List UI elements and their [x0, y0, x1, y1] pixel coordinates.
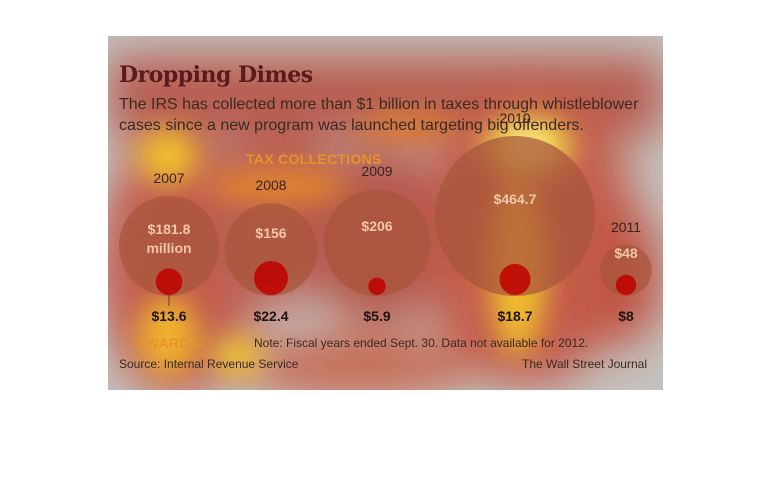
- award-bubble-2009: [368, 277, 386, 295]
- chart-card: Dropping Dimes The IRS has collected mor…: [108, 36, 663, 390]
- tax-collections-label: TAX COLLECTIONS: [246, 151, 382, 167]
- collection-bubble-2011: [600, 244, 652, 296]
- award-value-2011: $8: [618, 308, 634, 324]
- source-line: Source: Internal Revenue Service: [119, 357, 299, 371]
- award-bubble-2011: [615, 274, 637, 295]
- award-bubble-2008: [254, 261, 288, 295]
- award-value-2010: $18.7: [497, 308, 533, 324]
- year-label-2009: 2009: [361, 163, 393, 180]
- bubble-chart: [118, 136, 652, 306]
- awards-label: AWARDS: [136, 335, 200, 351]
- collection-bubble-2008: [224, 203, 318, 296]
- chart-subtitle: The IRS has collected more than $1 billi…: [119, 96, 639, 134]
- chart-title: Dropping Dimes: [119, 62, 313, 88]
- year-label-2008: 2008: [255, 177, 287, 194]
- award-value-2008: $22.4: [253, 308, 289, 324]
- collection-value-2007: $181.8: [147, 220, 191, 237]
- collection-bubble-2009: [323, 189, 431, 296]
- credit-line: The Wall Street Journal: [522, 357, 647, 371]
- year-label-2011: 2011: [610, 218, 642, 235]
- collection-value-2009: $206: [361, 217, 393, 234]
- collection-value-2008: $156: [255, 224, 287, 241]
- award-bubble-2010: [499, 263, 531, 295]
- footnote: Note: Fiscal years ended Sept. 30. Data …: [254, 336, 589, 350]
- award-value-2009: $5.9: [363, 308, 391, 324]
- collection-bubble-2010: [435, 136, 595, 296]
- award-bubble-2007: [155, 268, 183, 295]
- collection-value-2010: $464.7: [493, 191, 537, 207]
- award-value-2007: $13.6: [151, 308, 187, 324]
- collection-unit-2007: million: [146, 239, 192, 256]
- collection-bubble-2007: [118, 195, 220, 296]
- year-label-2007: 2007: [153, 169, 185, 186]
- collection-value-2011: $48: [614, 245, 638, 262]
- year-label-2010: 2010: [499, 110, 531, 126]
